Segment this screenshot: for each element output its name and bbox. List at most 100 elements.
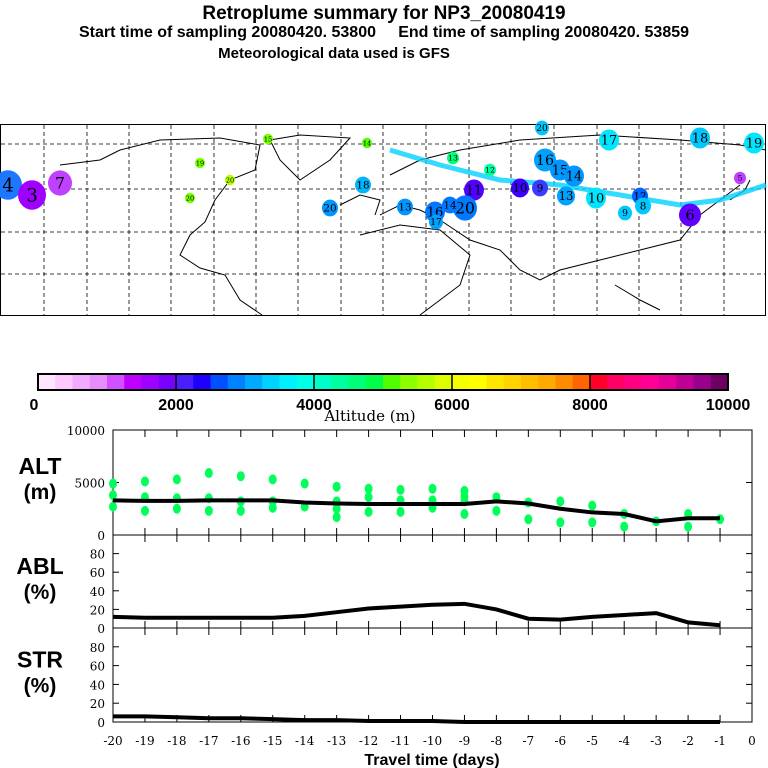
- trajectory-day-label: 13: [559, 189, 574, 203]
- trajectory-day-label: 9: [537, 183, 544, 195]
- trajectory-day-label: 19: [196, 159, 204, 167]
- x-tick-label: -13: [327, 734, 346, 748]
- trajectory-marker: [557, 186, 575, 206]
- coastline: [389, 134, 767, 176]
- coastline: [359, 224, 471, 316]
- series-line-str: [113, 714, 721, 724]
- trajectory-day-label: 20: [186, 194, 194, 202]
- trajectory-marker: [429, 214, 443, 230]
- trajectory-day-label: 20: [323, 203, 336, 215]
- colorbar-segment: [659, 374, 677, 390]
- colorbar-segment: [521, 374, 539, 390]
- trajectory-day-label: 18: [356, 180, 369, 192]
- altitude-scatter-point: [556, 496, 565, 507]
- altitude-scatter-point: [364, 492, 373, 503]
- trajectory-day-label: 12: [485, 166, 495, 175]
- colorbar-segment: [383, 374, 401, 390]
- altitude-scatter-point: [492, 505, 501, 516]
- altitude-scatter-point: [140, 476, 149, 487]
- met-data-note: Meteorological data used is GFS: [218, 45, 450, 62]
- y-tick-label: 60: [90, 566, 105, 580]
- trajectory-day-label: 5: [738, 174, 743, 183]
- trajectory-day-label: 17: [601, 134, 618, 149]
- coastline: [59, 149, 121, 166]
- colorbar-segment: [710, 374, 729, 390]
- trajectory-marker: [690, 127, 710, 149]
- altitude-scatter-point: [652, 516, 661, 527]
- trajectory-marker: [511, 178, 529, 198]
- trajectory-day-label: 14: [566, 170, 583, 185]
- y-tick-label: 60: [90, 660, 105, 674]
- altitude-scatter-point: [428, 502, 437, 513]
- altitude-scatter-point: [684, 509, 693, 519]
- trajectory-marker: [599, 129, 619, 151]
- y-tick-label: 40: [90, 678, 105, 692]
- trajectory-marker: [447, 151, 459, 165]
- x-tick-label: -7: [522, 734, 534, 748]
- altitude-scatter-point: [236, 496, 245, 507]
- trajectory-marker: [263, 133, 273, 145]
- altitude-scatter-point: [460, 485, 469, 496]
- trajectory-marker: [225, 174, 235, 186]
- trajectory-day-label: 20: [226, 176, 234, 184]
- altitude-scatter-point: [556, 517, 565, 528]
- panel-unit: (%): [24, 581, 57, 604]
- colorbar-tick-label: 0: [30, 397, 39, 414]
- x-axis-label: Travel time (days): [364, 752, 499, 768]
- y-tick-label: 80: [90, 548, 105, 562]
- altitude-scatter-point: [460, 491, 469, 502]
- altitude-scatter-point: [172, 474, 181, 485]
- panel-frame-alt: [112, 429, 753, 536]
- altitude-scatter-point: [109, 490, 117, 501]
- sampling-times: Start time of sampling 20080420. 53800 E…: [78, 24, 690, 41]
- altitude-scatter-point: [109, 478, 117, 489]
- altitude-scatter-point: [620, 509, 629, 519]
- trajectory-marker: [355, 176, 371, 194]
- colorbar-segment: [72, 374, 91, 390]
- altitude-scatter-point: [460, 509, 469, 519]
- altitude-scatter-point: [204, 468, 213, 479]
- trajectory-day-label: 13: [448, 154, 458, 163]
- altitude-scatter-point: [172, 503, 181, 514]
- panel-label-abl: ABL: [16, 553, 63, 579]
- x-tick-label: -10: [423, 734, 442, 748]
- panel-label-str: STR: [17, 646, 63, 672]
- altitude-scatter-point: [620, 521, 629, 532]
- altitude-scatter-point: [332, 481, 341, 492]
- trajectory-marker: [195, 157, 205, 169]
- colorbar-segment: [434, 374, 453, 390]
- altitude-scatter-point: [204, 493, 213, 504]
- y-tick-label: 20: [90, 603, 105, 617]
- altitude-scatter-point: [109, 501, 117, 512]
- colorbar-segment: [245, 374, 263, 390]
- altitude-scatter-point: [268, 496, 277, 507]
- series-line-alt: [112, 498, 721, 524]
- x-tick-label: -6: [554, 734, 566, 748]
- altitude-scatter-point: [204, 505, 213, 516]
- colorbar-segment: [365, 374, 384, 390]
- x-tick-label: -20: [103, 734, 122, 748]
- altitude-scatter-point: [524, 497, 533, 508]
- x-tick-label: -19: [135, 734, 154, 748]
- colorbar-segment: [296, 374, 315, 390]
- altitude-scatter-point: [300, 501, 309, 512]
- x-tick-label: -15: [263, 734, 282, 748]
- colorbar-tick-label: 10000: [706, 397, 751, 414]
- colorbar-segment: [486, 374, 505, 390]
- altitude-colorbar: 0 2000 4000 6000 8000 10000: [30, 373, 751, 414]
- colorbar-tick-label: 4000: [296, 397, 332, 414]
- colorbar-segment: [227, 374, 246, 390]
- x-tick-label: -18: [167, 734, 186, 748]
- trajectory-marker: [0, 170, 22, 200]
- colorbar-segment: [572, 374, 591, 390]
- altitude-scatter-point: [364, 483, 373, 494]
- trajectory-marker: [48, 170, 72, 196]
- trajectory-marker: [442, 196, 458, 214]
- trajectory-marker: [534, 148, 556, 172]
- colorbar-segment: [107, 374, 125, 390]
- colorbar-segment: [400, 374, 418, 390]
- series-line-abl: [112, 601, 721, 628]
- colorbar-frame: [37, 373, 729, 391]
- colorbar-tick-label: 2000: [158, 397, 194, 414]
- colorbar-segment: [262, 374, 280, 390]
